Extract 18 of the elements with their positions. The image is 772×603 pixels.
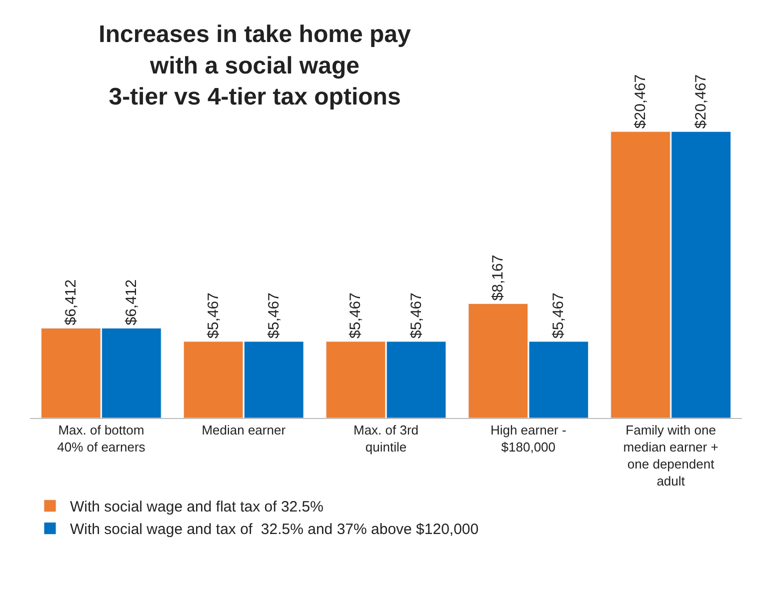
chart-title: Increases in take home pay with a social wage 3-tier vs 4-tier tax options [98,21,412,111]
data-label: $8,167 [490,254,507,301]
data-label: $5,467 [347,292,364,338]
data-label: $20,467 [692,74,710,129]
data-label: $5,467 [550,292,568,338]
x-tick-label: Median earner [202,422,286,438]
data-label: $6,412 [62,279,80,326]
x-tick-label: Max. of 3rd quintile [353,422,419,454]
x-tick-label: Max. of bottom 40% of earners [57,422,146,454]
data-label: $5,467 [408,292,425,338]
data-label: $5,467 [204,292,222,338]
data-label: $6,412 [122,279,140,326]
legend-label: With social wage and flat tax of 32.5% [70,498,324,516]
x-tick-label: Family with one median earner + one dependent adult [623,422,718,488]
data-label: $5,467 [265,292,282,338]
data-label: $20,467 [632,74,650,129]
legend-label: With social wage and tax of 32.5% and 37% above $120,000 [70,521,479,538]
x-tick-label: High earner - $180,000 [490,422,566,454]
